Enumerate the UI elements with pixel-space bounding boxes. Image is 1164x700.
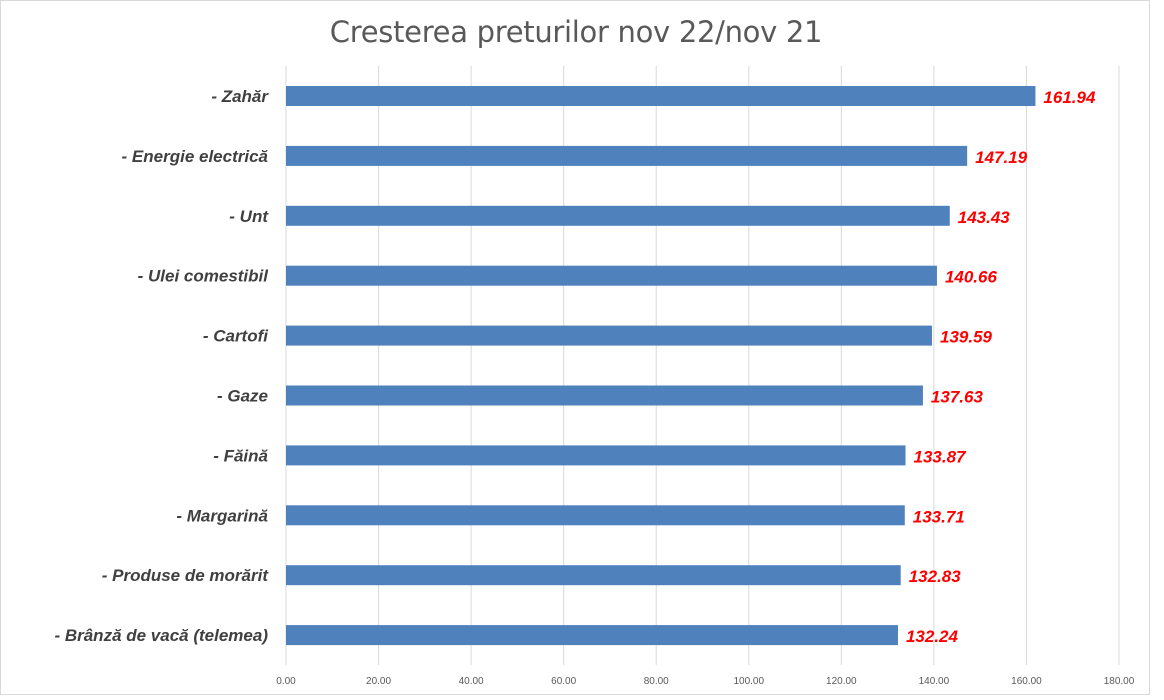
category-labels: - Zahăr - Energie electrică - Unt - Ulei co…: [54, 87, 269, 645]
category-label: - Produse de morărit: [102, 566, 270, 585]
data-label: 143.43: [958, 208, 1011, 227]
x-tick-label: 140.00: [919, 676, 950, 687]
data-label: 133.87: [914, 447, 968, 466]
x-axis-ticks: 0.00 20.00 40.00 60.00 80.00 100.00 120.00 140.…: [276, 676, 1134, 687]
category-label: - Făină: [213, 446, 268, 465]
x-tick-label: 100.00: [733, 676, 764, 687]
x-tick-label: 20.00: [366, 676, 391, 687]
x-tick-label: 0.00: [276, 676, 296, 687]
x-tick-label: 80.00: [644, 676, 669, 687]
bar: [286, 265, 937, 286]
data-label: 147.19: [975, 148, 1028, 167]
bar: [286, 385, 923, 406]
data-label: 161.94: [1043, 88, 1096, 107]
data-label: 133.71: [913, 507, 965, 526]
bars: [286, 86, 1036, 646]
data-label: 132.24: [906, 627, 959, 646]
bar: [286, 625, 898, 646]
data-label: 139.59: [940, 328, 993, 347]
bar: [286, 325, 932, 346]
bar: [286, 505, 905, 526]
chart-title: Cresterea preturilor nov 22/nov 21: [329, 15, 823, 49]
x-tick-label: 40.00: [459, 676, 484, 687]
x-tick-label: 180.00: [1104, 676, 1135, 687]
x-tick-label: 120.00: [826, 676, 857, 687]
bar: [286, 205, 950, 226]
category-label: - Unt: [229, 207, 269, 226]
data-label: 132.83: [909, 567, 962, 586]
category-label: - Brânză de vacă (telemea): [54, 626, 268, 645]
bar: [286, 145, 968, 166]
bar: [286, 565, 901, 586]
data-label: 140.66: [945, 268, 998, 287]
category-label: - Margarină: [176, 506, 268, 525]
data-labels: 161.94 147.19 143.43 140.66 139.59 137.63 133.…: [906, 88, 1096, 646]
x-tick-label: 160.00: [1011, 676, 1042, 687]
category-label: - Ulei comestibil: [138, 267, 270, 286]
category-label: - Cartofi: [203, 327, 269, 346]
bar: [286, 445, 906, 466]
category-label: - Zahăr: [211, 87, 269, 106]
category-label: - Gaze: [217, 387, 268, 406]
data-label: 137.63: [931, 388, 984, 407]
x-tick-label: 60.00: [551, 676, 576, 687]
bar: [286, 86, 1036, 106]
category-label: - Energie electrică: [122, 147, 269, 166]
